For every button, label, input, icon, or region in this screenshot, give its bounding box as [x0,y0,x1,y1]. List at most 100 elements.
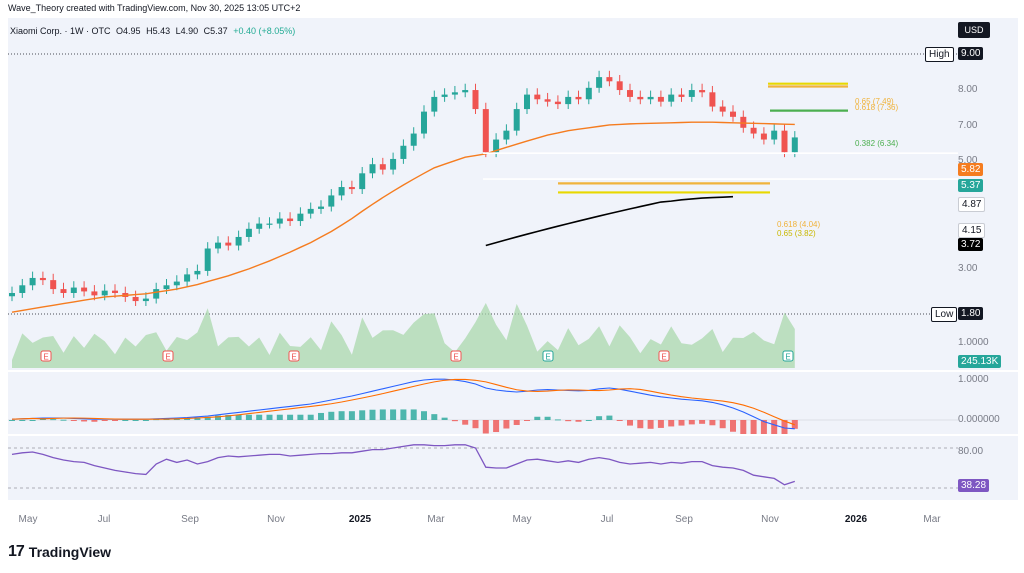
candle-body [699,90,706,93]
time-tick-mar: Mar [427,514,445,525]
candle-body [771,130,778,140]
macd-histogram-bar [616,420,623,421]
macd-histogram-bar [513,420,520,425]
candle-body [29,277,36,286]
change-value: +0.40 (+8.05%) [233,26,296,36]
macd-histogram-bar [544,416,551,420]
candle-body [740,116,747,128]
macd-histogram-bar [70,420,77,421]
macd-histogram-bar [554,419,561,421]
macd-histogram-bar [740,420,747,436]
macd-histogram-bar [390,409,397,420]
candle-body [348,187,355,190]
candle-body [112,290,118,293]
earnings-icon [288,350,300,362]
candle-body [781,130,788,153]
candle-body [204,248,211,271]
fib-065-lower-label: 0.65 (3.82) [777,229,816,238]
high-value: H5.43 [146,26,171,36]
candle-body [565,96,572,105]
earnings-icon-label: E [165,353,170,362]
macd-histogram-bar [29,420,36,421]
last-price-badge: 5.37 [958,179,984,192]
macd-histogram-bar [245,414,252,420]
symbol-legend[interactable]: Xiaomi Corp. · 1W · OTC O4.95 H5.43 L4.9… [10,26,298,36]
macd-histogram-bar [194,417,201,420]
candle-body [606,77,613,82]
candle-body [142,298,149,302]
rsi-panel[interactable] [8,436,1018,500]
ema200-line [485,195,734,247]
time-axis[interactable]: May Jul Sep Nov 2025 Mar May Jul Sep Nov… [8,502,1018,542]
tradingview-brand[interactable]: 17 TradingView [8,542,111,562]
macd-histogram-bar [369,409,376,420]
macd-histogram-bar [575,420,582,422]
candle-body [91,291,98,296]
candle-body [554,101,561,105]
macd-histogram-bar [606,415,613,420]
time-tick-jul-2: Jul [600,514,614,525]
candle-body [101,290,108,296]
candle-body [575,96,582,100]
candle-body [585,87,592,100]
earnings-icon [450,350,462,362]
macd-histogram-bar [142,420,149,421]
macd-histogram-bar [565,420,572,422]
macd-histogram-bar [524,420,530,421]
macd-histogram-bar [276,414,283,420]
macd-histogram-bar [699,420,706,424]
macd-histogram-bar [750,420,757,439]
support-upper-badge: 4.87 [958,197,986,212]
macd-histogram-bar [235,414,242,420]
price-tick-8: 8.00 [958,84,978,95]
macd-histogram-bar [348,411,355,420]
candle-body [153,289,160,299]
candle-body [750,127,757,134]
candle-body [379,164,386,170]
candle-body [369,164,376,174]
symbol-name: Xiaomi Corp. · 1W · OTC [10,26,111,36]
low-label: Low [931,307,958,322]
macd-panel[interactable] [8,372,1018,441]
candle-body [647,96,654,100]
macd-histogram-bar [91,420,98,422]
candle-body [616,81,623,91]
macd-histogram-bar [60,419,67,421]
macd-histogram-bar [719,420,726,429]
earnings-icon [782,350,794,362]
candle-body [730,111,736,117]
fib-065-upper-label: 0.65 (7.49) [855,97,894,106]
candle-body [390,158,397,170]
rsi-badge: 38.28 [958,479,990,492]
fib-0382-label: 0.382 (6.34) [855,139,899,148]
macd-histogram-bar [81,420,88,422]
macd-histogram-bar [266,414,273,420]
time-tick-sep-2: Sep [675,514,693,525]
time-tick-mar-2: Mar [923,514,941,525]
currency-button[interactable]: USD [958,22,990,38]
candle-body [19,285,26,293]
candle-body [225,242,232,246]
candle-body [60,289,67,293]
earnings-icon-label: E [453,353,458,362]
signal-line [11,378,795,426]
earnings-icon-label: E [661,353,666,362]
macd-histogram-bar [627,420,633,426]
macd-histogram-bar [379,409,386,420]
macd-histogram-bar [101,420,108,421]
macd-histogram-bar [184,418,191,420]
candle-body [359,173,366,190]
earnings-icon [542,350,554,362]
candle-body [503,130,510,140]
candle-body [431,96,438,112]
candle-body [287,218,294,222]
time-tick-may-2: May [512,514,532,525]
macd-histogram-bar [534,416,541,420]
low-value: L4.90 [175,26,199,36]
macd-tick-1: 1.0000 [958,374,989,385]
candle-body [482,109,489,153]
earnings-icon-label: E [291,353,296,362]
candle-body [245,228,252,237]
ema200-badge: 3.72 [958,238,984,251]
